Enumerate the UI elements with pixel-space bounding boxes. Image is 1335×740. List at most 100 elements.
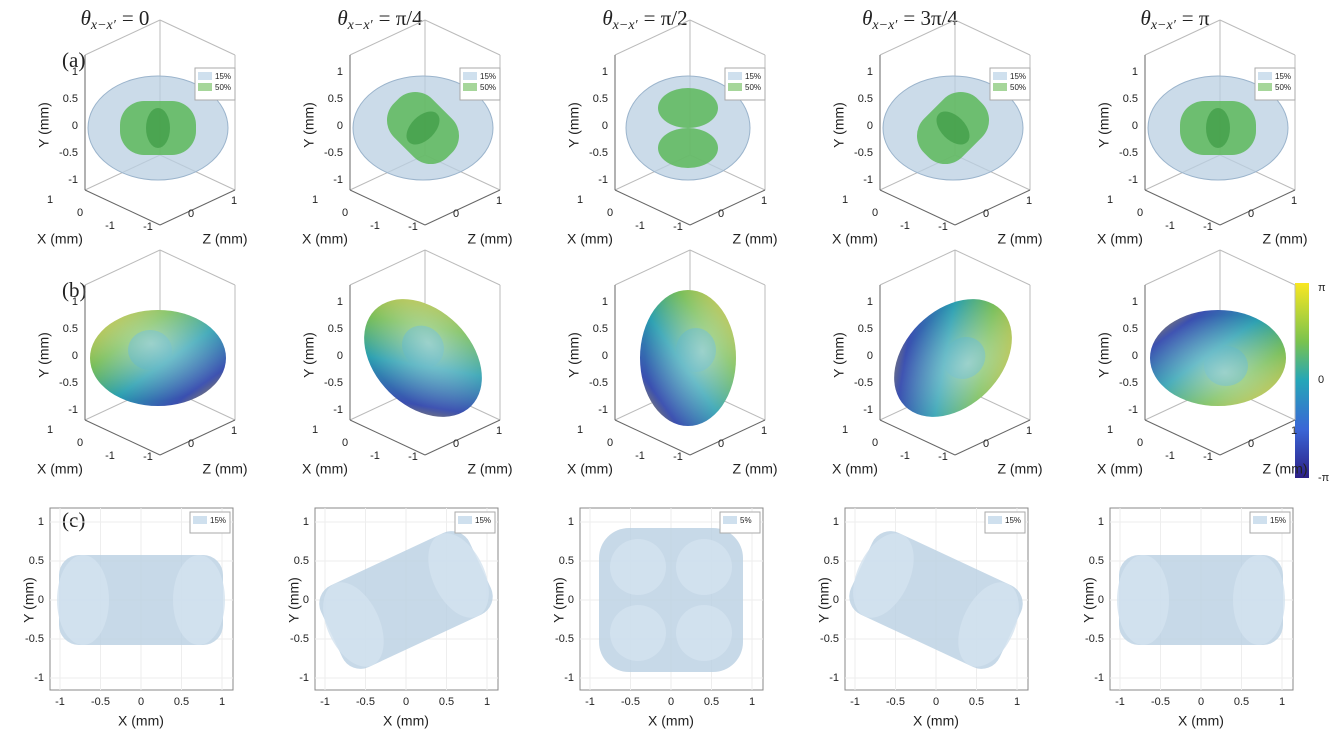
lobe <box>676 539 732 595</box>
axis-line <box>880 420 955 455</box>
y-tick-label: 0.5 <box>858 93 873 105</box>
y-tick-label: -1 <box>1094 672 1104 684</box>
y-tick-label: -0.5 <box>290 633 309 645</box>
x-axis-label: X (mm) <box>118 713 164 729</box>
y-tick-label: 0 <box>568 594 574 606</box>
y-tick-label: -1 <box>863 174 873 186</box>
y-axis-label: Y (mm) <box>36 102 52 148</box>
y-tick-label: -1 <box>1128 404 1138 416</box>
y-axis-label: Y (mm) <box>1096 102 1112 148</box>
y-tick-label: -1 <box>598 404 608 416</box>
x-axis-label: X (mm) <box>302 231 348 247</box>
phase-surface <box>1150 310 1286 406</box>
y-tick-label: 0 <box>1132 120 1138 132</box>
x-tick-label: 0 <box>77 207 83 219</box>
legend-label: 5% <box>740 516 752 525</box>
x-axis-label: X (mm) <box>832 231 878 247</box>
legend-swatch <box>1253 516 1267 524</box>
axis-line <box>615 420 690 455</box>
axis-line <box>85 250 160 285</box>
legend-label: 15% <box>215 72 231 81</box>
hole <box>1206 108 1230 148</box>
isosurface-50 <box>1180 101 1256 155</box>
y-tick-label: 0 <box>1132 350 1138 362</box>
x-axis-label: X (mm) <box>1097 231 1143 247</box>
column-title: θx−x′= π/2 <box>602 6 687 33</box>
legend-swatch <box>993 83 1007 91</box>
y-tick-label: 1 <box>833 516 839 528</box>
x-tick-label: 1 <box>1107 424 1113 436</box>
y-tick-label: 0 <box>337 350 343 362</box>
x-tick-label: 0 <box>1137 207 1143 219</box>
y-tick-label: 1 <box>337 66 343 78</box>
axis-line <box>615 190 690 225</box>
axis-line <box>1220 20 1295 55</box>
phase-surface <box>90 310 226 406</box>
legend-swatch <box>1258 72 1272 80</box>
x-tick-label: 1 <box>47 424 53 436</box>
phase-surface <box>871 276 1035 440</box>
end-cap <box>1233 555 1285 645</box>
y-tick-label: 1 <box>72 66 78 78</box>
x-tick-label: 1 <box>312 194 318 206</box>
x-tick-label: -1 <box>1115 696 1125 708</box>
column-title: θx−x′= 3π/4 <box>862 6 958 33</box>
y-tick-label: 0.5 <box>63 93 78 105</box>
legend-swatch <box>193 516 207 524</box>
x-tick-label: 1 <box>842 424 848 436</box>
y-tick-label: -0.5 <box>854 147 873 159</box>
x-axis-label: X (mm) <box>913 713 959 729</box>
x-tick-label: -1 <box>55 696 65 708</box>
x-tick-label: 0 <box>607 437 613 449</box>
torus-shine <box>90 310 226 406</box>
z-tick-label: 1 <box>761 195 767 207</box>
isosurface-15 <box>1117 555 1285 645</box>
y-tick-label: 1 <box>867 66 873 78</box>
legend-label: 15% <box>1005 516 1021 525</box>
z-tick-label: 0 <box>188 208 194 220</box>
axis-line <box>160 420 235 455</box>
y-tick-label: -1 <box>1128 174 1138 186</box>
x-tick-label: 0 <box>668 696 674 708</box>
torus-shine <box>341 276 505 440</box>
x-tick-label: 0 <box>872 207 878 219</box>
legend-label: 15% <box>1010 72 1026 81</box>
x-tick-label: -0.5 <box>886 696 905 708</box>
axis-line <box>1145 190 1220 225</box>
x-tick-label: 0 <box>138 696 144 708</box>
y-tick-label: 0.5 <box>328 93 343 105</box>
title-variable: θ <box>81 6 91 30</box>
y-tick-label: 0.5 <box>29 555 44 567</box>
column-title: θx−x′= 0 <box>81 6 150 33</box>
z-tick-label: 0 <box>453 208 459 220</box>
axis-line <box>955 420 1030 455</box>
y-tick-label: -1 <box>299 672 309 684</box>
title-variable: θ <box>1141 6 1151 30</box>
axis-line <box>1220 420 1295 455</box>
x-tick-label: 0.5 <box>969 696 984 708</box>
title-subscript: x−x′ <box>612 18 639 33</box>
legend-swatch <box>198 83 212 91</box>
x-tick-label: -1 <box>105 450 115 462</box>
legend-swatch <box>198 72 212 80</box>
y-tick-label: 0.5 <box>593 323 608 335</box>
z-tick-label: 0 <box>188 438 194 450</box>
x-tick-label: 0 <box>933 696 939 708</box>
x-axis-label: X (mm) <box>1178 713 1224 729</box>
y-axis-label: Y (mm) <box>831 102 847 148</box>
y-tick-label: 0.5 <box>559 555 574 567</box>
x-tick-label: -1 <box>105 220 115 232</box>
x-axis-label: X (mm) <box>383 713 429 729</box>
z-axis-label: Z (mm) <box>732 231 777 247</box>
y-tick-label: 0 <box>72 120 78 132</box>
colorbar-label: -π <box>1318 472 1330 484</box>
z-tick-label: 0 <box>1248 438 1254 450</box>
x-tick-label: -1 <box>1165 450 1175 462</box>
torus-shine <box>871 276 1035 440</box>
title-variable: θ <box>862 6 872 30</box>
z-axis-label: Z (mm) <box>1262 461 1307 477</box>
y-tick-label: 1 <box>602 296 608 308</box>
z-tick-label: -1 <box>938 451 948 463</box>
z-tick-label: 1 <box>231 425 237 437</box>
z-tick-label: -1 <box>938 221 948 233</box>
